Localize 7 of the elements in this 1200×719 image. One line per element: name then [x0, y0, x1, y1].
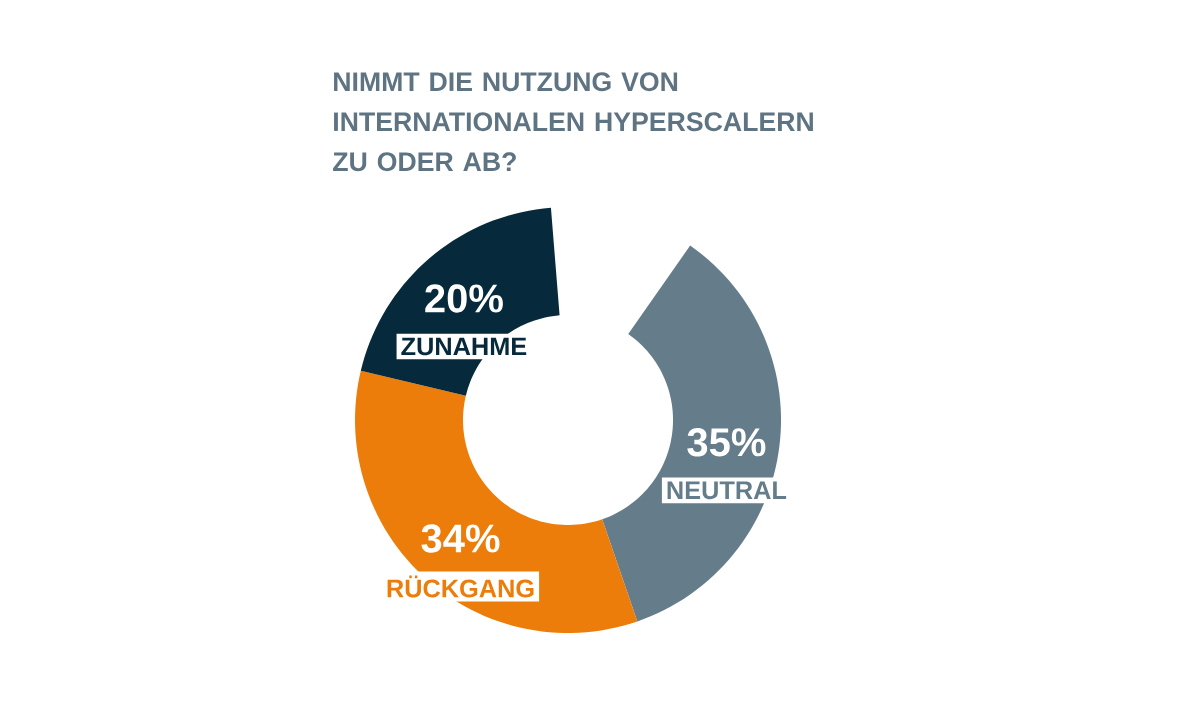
data-label: 20%: [425, 284, 503, 313]
slice-label: NEUTRAL: [667, 481, 787, 500]
data-label: 35%: [687, 428, 766, 457]
slice-label: ZUNAHME: [401, 337, 527, 356]
slice-label: RÜCKGANG: [387, 575, 534, 598]
chart-title: NIMMT DIE NUTZUNG VON INTERNATIONALEN HYPERSCALERN ZU ODER AB?: [333, 72, 813, 172]
data-label: 34%: [421, 524, 500, 553]
